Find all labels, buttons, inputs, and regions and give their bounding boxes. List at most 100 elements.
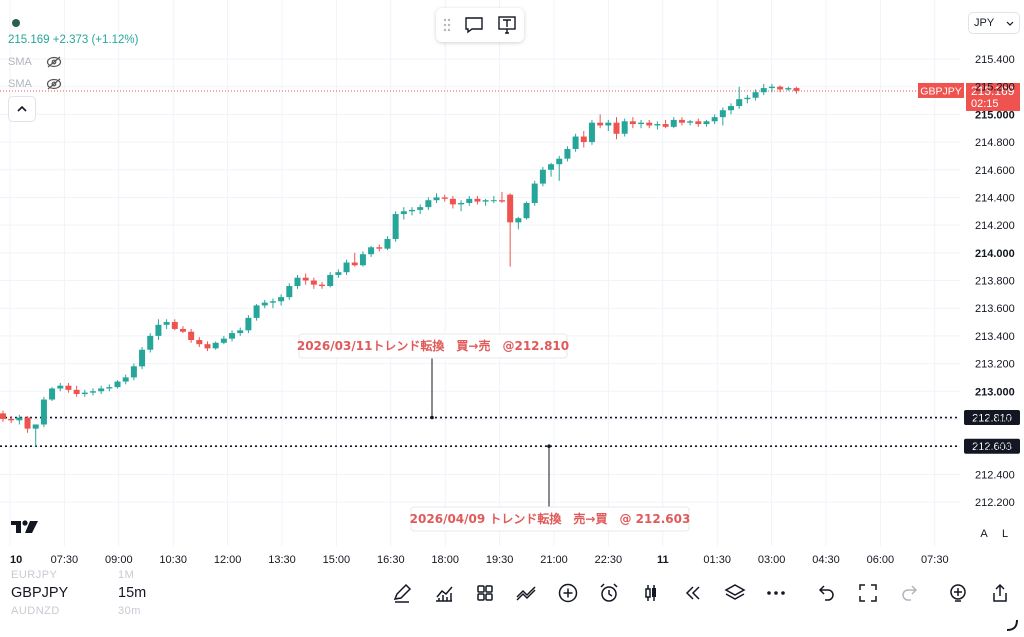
candle-body[interactable] — [106, 387, 113, 389]
candle-body[interactable] — [147, 335, 154, 350]
eye-hidden-icon[interactable] — [46, 56, 62, 68]
candle-body[interactable] — [8, 418, 15, 421]
symbol-prev[interactable]: EURJPY — [11, 569, 58, 581]
candle-body[interactable] — [49, 388, 56, 400]
candle-body[interactable] — [343, 262, 350, 273]
candle-body[interactable] — [785, 88, 792, 90]
candle-body[interactable] — [646, 122, 653, 126]
candle-body[interactable] — [719, 110, 726, 118]
candle-body[interactable] — [335, 272, 342, 275]
candle-body[interactable] — [556, 158, 563, 165]
candle-body[interactable] — [425, 200, 432, 208]
candle-body[interactable] — [229, 333, 236, 339]
candle-body[interactable] — [572, 136, 579, 149]
candle-body[interactable] — [368, 247, 375, 255]
candle-body[interactable] — [548, 164, 555, 170]
candle-body[interactable] — [736, 99, 743, 107]
candle-body[interactable] — [286, 286, 293, 298]
candle-body[interactable] — [678, 119, 685, 123]
candle-body[interactable] — [441, 197, 448, 199]
candle-body[interactable] — [384, 238, 391, 249]
fullscreen-icon[interactable] — [857, 582, 879, 604]
candle-body[interactable] — [294, 277, 301, 287]
candle-body[interactable] — [711, 117, 718, 122]
eye-hidden-icon[interactable] — [46, 78, 62, 90]
candle-body[interactable] — [728, 106, 735, 111]
candle-body[interactable] — [24, 417, 31, 429]
candle-body[interactable] — [269, 301, 276, 303]
candle-body[interactable] — [40, 399, 47, 425]
candle-body[interactable] — [662, 124, 669, 127]
comment-icon[interactable] — [464, 16, 484, 34]
candle-body[interactable] — [351, 262, 358, 266]
candle-body[interactable] — [122, 377, 129, 382]
candle-body[interactable] — [777, 86, 784, 90]
candle-body[interactable] — [498, 200, 505, 202]
candle-body[interactable] — [16, 417, 23, 421]
candle-body[interactable] — [670, 119, 677, 127]
candle-body[interactable] — [531, 183, 538, 203]
timeframe-prev[interactable]: 1M — [118, 569, 135, 581]
candle-body[interactable] — [515, 218, 522, 223]
candle-body[interactable] — [261, 302, 268, 306]
candle-body[interactable] — [744, 97, 751, 100]
candle-body[interactable] — [204, 344, 211, 349]
candle-body[interactable] — [89, 391, 96, 393]
candle-body[interactable] — [605, 122, 612, 126]
candle-body[interactable] — [466, 198, 473, 203]
text-note-icon[interactable] — [497, 15, 517, 35]
candle-body[interactable] — [139, 349, 146, 367]
candle-body[interactable] — [253, 305, 260, 318]
candle-body[interactable] — [613, 122, 620, 134]
candle-body[interactable] — [760, 88, 767, 93]
callout-box[interactable] — [410, 506, 690, 532]
candle-body[interactable] — [163, 322, 170, 325]
candle-body[interactable] — [155, 324, 162, 336]
candle-body[interactable] — [302, 277, 309, 281]
candle-body[interactable] — [376, 247, 383, 249]
add-circle-icon[interactable] — [557, 582, 579, 604]
candle-body[interactable] — [81, 392, 88, 395]
candle-body[interactable] — [638, 122, 645, 125]
candle-body[interactable] — [237, 330, 244, 334]
resize-corner-icon[interactable] — [1004, 617, 1020, 633]
candle-body[interactable] — [695, 121, 702, 125]
more-icon[interactable] — [765, 582, 787, 604]
pen-draw-icon[interactable] — [391, 582, 413, 604]
symbol-selector[interactable]: GBPJPY — [11, 585, 69, 601]
candle-body[interactable] — [539, 169, 546, 184]
candle-body[interactable] — [179, 328, 186, 332]
candle-body[interactable] — [703, 121, 710, 125]
candle-body[interactable] — [752, 92, 759, 98]
candle-body[interactable] — [32, 424, 39, 429]
log-scale-button[interactable]: L — [996, 525, 1014, 543]
candle-body[interactable] — [327, 274, 334, 287]
candle-body[interactable] — [417, 207, 424, 210]
candle-body[interactable] — [278, 297, 285, 302]
candle-body[interactable] — [319, 284, 326, 287]
timeframe-next[interactable]: 30m — [118, 605, 141, 617]
indicator-row[interactable]: SMA — [8, 73, 138, 95]
candle-body[interactable] — [392, 214, 399, 239]
candle-body[interactable] — [507, 194, 514, 223]
auto-scale-button[interactable]: A — [975, 525, 993, 543]
candle-body[interactable] — [458, 202, 465, 205]
candle-body[interactable] — [0, 413, 6, 419]
candlestick-type-icon[interactable] — [640, 582, 662, 604]
candle-body[interactable] — [597, 122, 604, 126]
candle-body[interactable] — [793, 88, 800, 91]
redo-icon[interactable] — [899, 582, 921, 604]
indicator-row[interactable]: SMA — [8, 51, 138, 73]
candle-body[interactable] — [409, 209, 415, 212]
candle-body[interactable] — [449, 198, 456, 205]
candle-body[interactable] — [57, 385, 64, 389]
candle-body[interactable] — [687, 121, 694, 123]
undo-icon[interactable] — [815, 582, 837, 604]
candle-body[interactable] — [310, 280, 317, 285]
candle-body[interactable] — [433, 197, 440, 201]
candle-body[interactable] — [245, 317, 252, 331]
ai-assistant-icon[interactable] — [947, 582, 969, 604]
candle-body[interactable] — [212, 342, 219, 349]
candle-body[interactable] — [482, 200, 489, 202]
